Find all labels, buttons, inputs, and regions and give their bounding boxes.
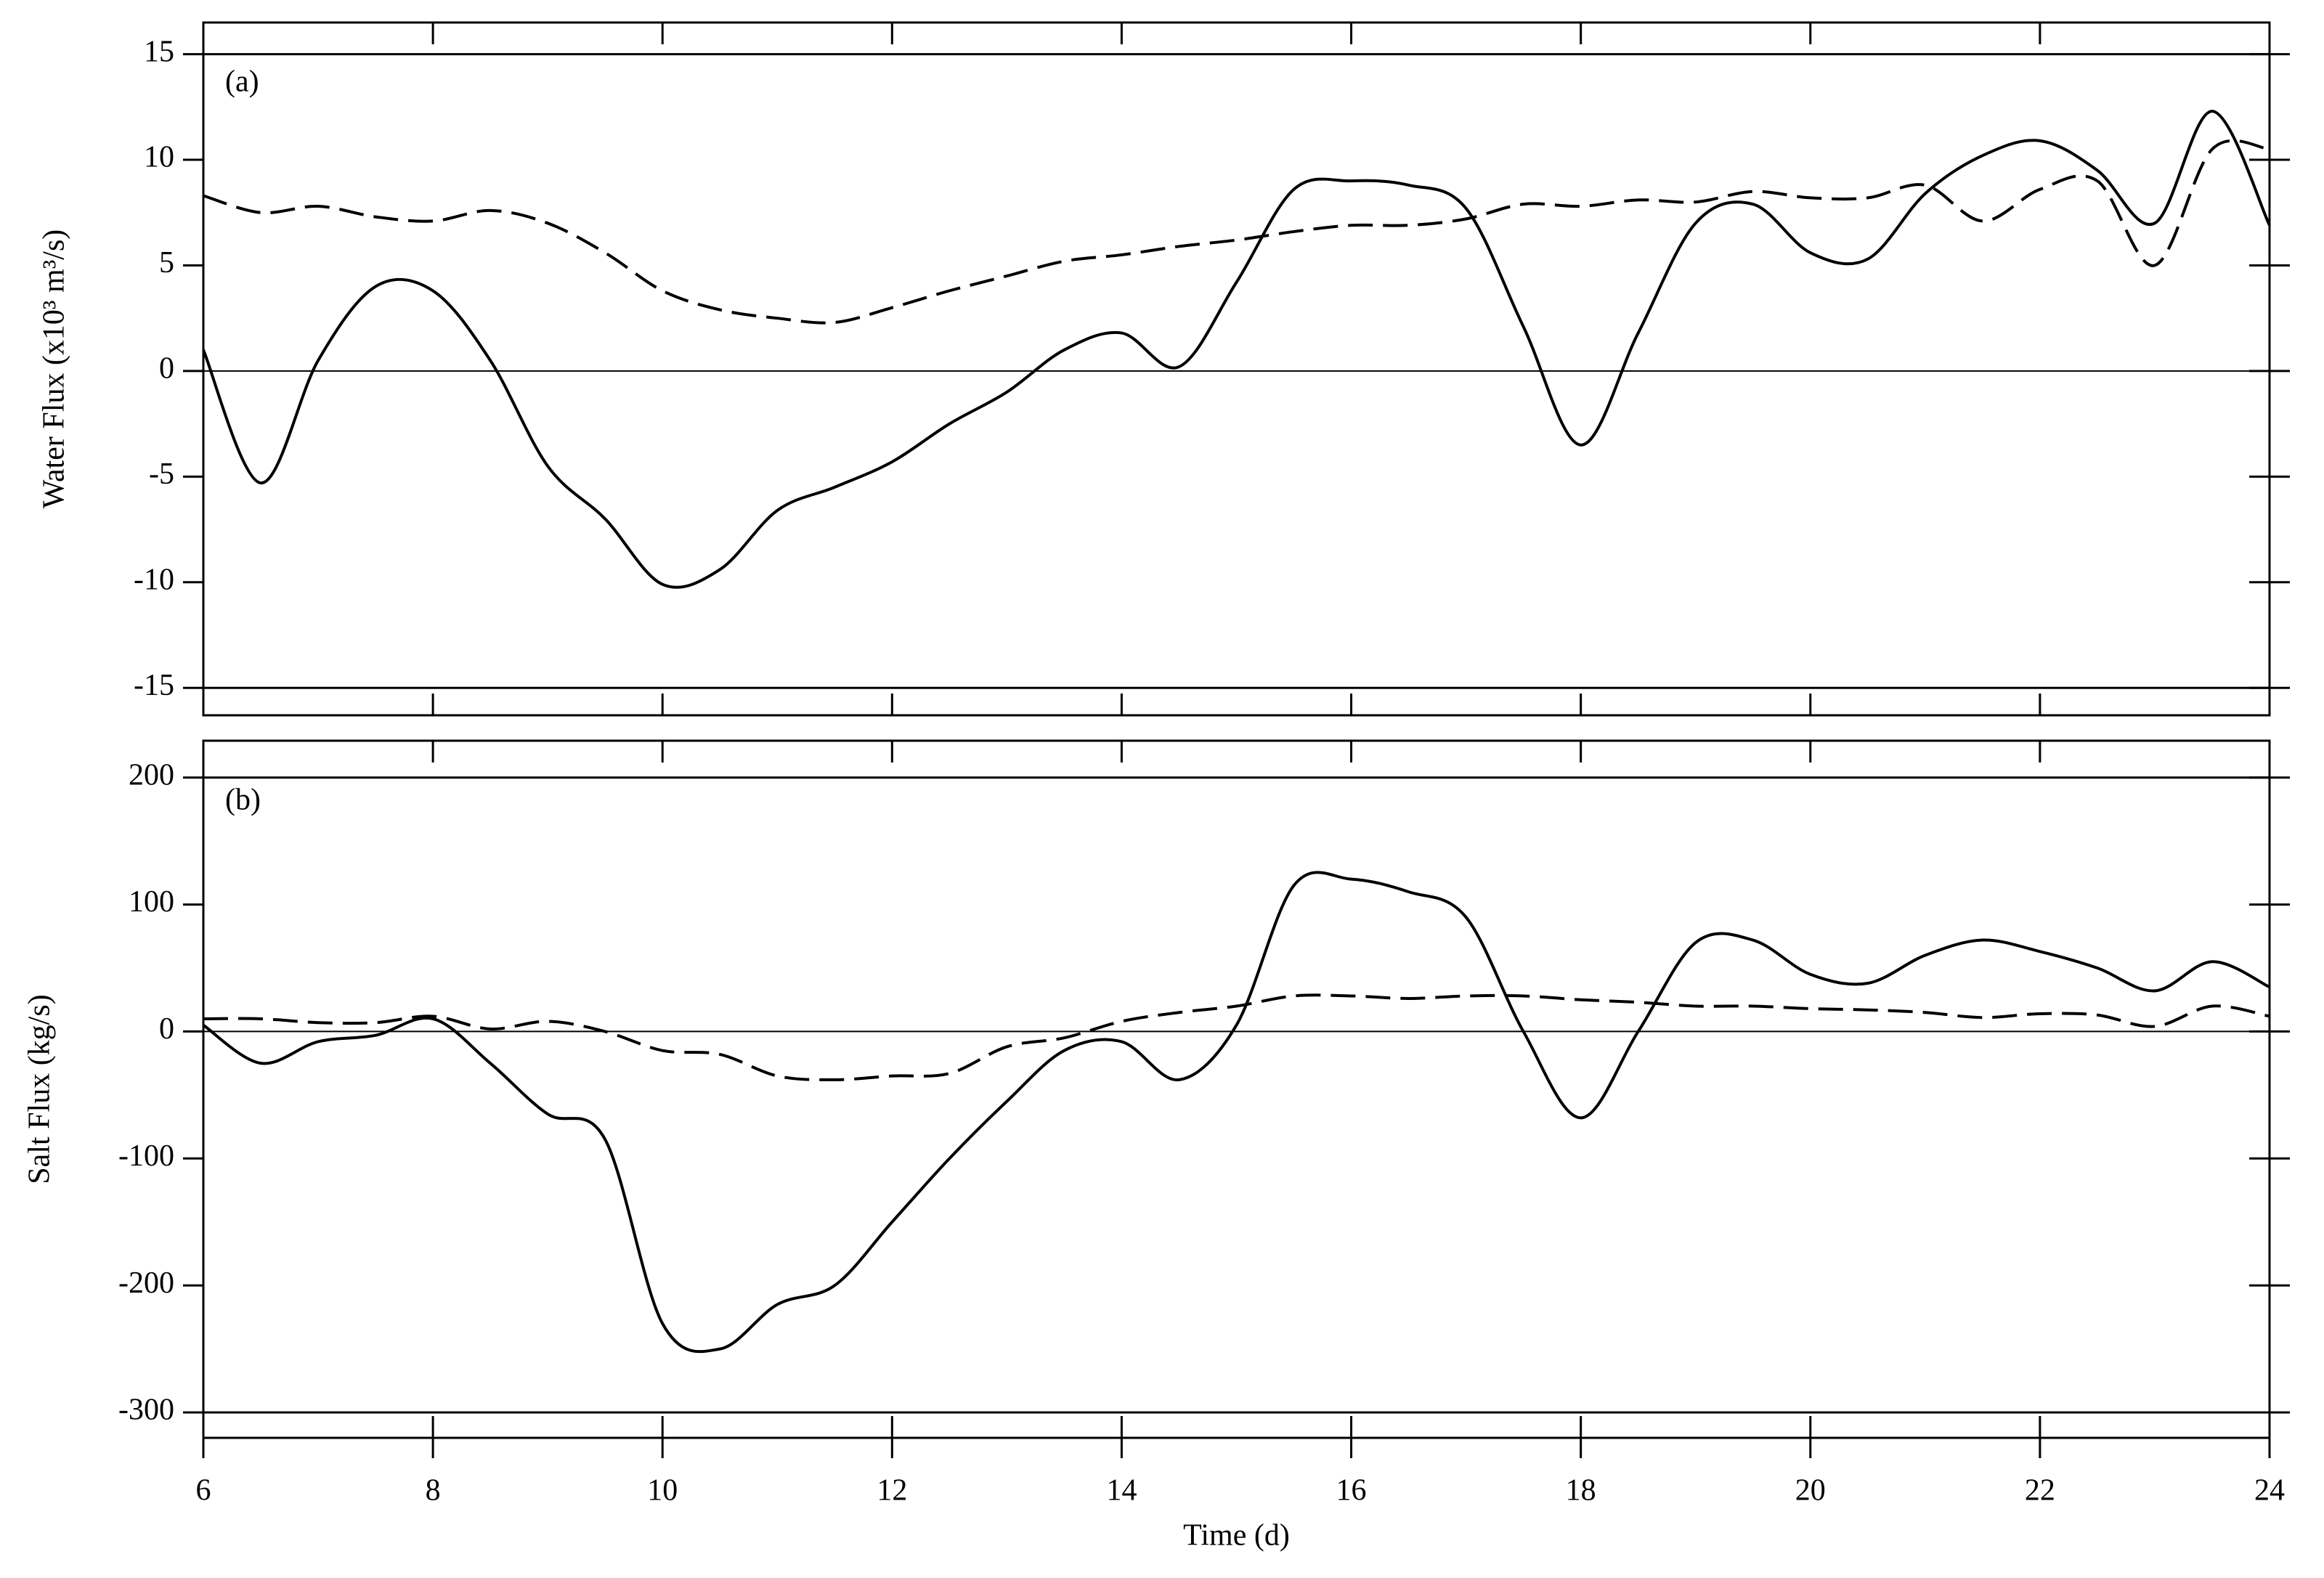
x-tick-label: 6 <box>196 1474 211 1508</box>
panel-label: (a) <box>225 65 259 99</box>
y-tick-label: 15 <box>144 35 174 68</box>
y-tick-label: -15 <box>134 669 174 702</box>
y-tick-label: 0 <box>159 352 174 386</box>
y-tick-label: 200 <box>129 758 174 792</box>
y-tick-label: 0 <box>159 1012 174 1046</box>
y-tick-label: -10 <box>134 563 174 596</box>
y-tick-label: 5 <box>159 246 174 280</box>
y-tick-label: -5 <box>149 457 174 491</box>
plot-frame <box>202 21 2271 717</box>
data-line <box>203 993 2270 1081</box>
data-line <box>202 871 2270 1354</box>
data-line <box>202 110 2271 589</box>
y-axis-label: Water Flux (x10³ m³/s) <box>38 229 71 509</box>
x-axis-label: Time (d) <box>1183 1519 1290 1553</box>
y-tick-label: -100 <box>118 1139 174 1173</box>
x-tick-label: 12 <box>877 1474 907 1508</box>
x-tick-label: 22 <box>2025 1474 2055 1508</box>
x-tick-label: 14 <box>1106 1474 1137 1508</box>
x-tick-label: 8 <box>426 1474 441 1508</box>
x-tick-label: 16 <box>1336 1474 1367 1508</box>
x-tick-label: 24 <box>2254 1474 2285 1508</box>
y-tick-label: 10 <box>144 141 174 174</box>
y-tick-label: 100 <box>129 885 174 919</box>
y-tick-label: -200 <box>118 1266 174 1300</box>
x-tick-label: 18 <box>1566 1474 1596 1508</box>
panel-label: (b) <box>225 784 261 817</box>
x-tick-label: 20 <box>1795 1474 1826 1508</box>
plot-frame <box>202 739 2271 1439</box>
x-tick-label: 10 <box>647 1474 678 1508</box>
data-line <box>203 139 2270 325</box>
y-tick-label: -300 <box>118 1394 174 1427</box>
y-axis-label: Salt Flux (kg/s) <box>23 994 57 1184</box>
